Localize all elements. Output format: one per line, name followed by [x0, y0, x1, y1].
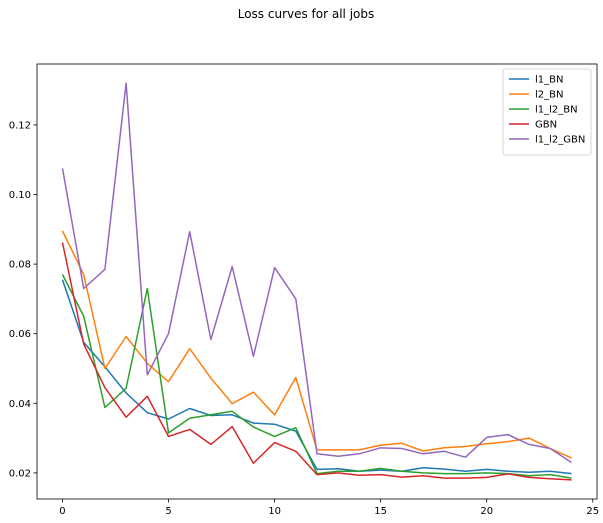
legend-entry-label: l1_BN — [535, 75, 563, 86]
legend-entry-label: l1_l2_BN — [535, 105, 578, 116]
legend-entry-label: l2_BN — [535, 90, 563, 101]
axis-ticks: 0 5 10 15 20 25 0.02 0.04 0.06 0.08 0.10 0.12 — [9, 120, 599, 517]
plot-area-frame — [36, 63, 598, 500]
series-lines — [61, 82, 572, 481]
x-tick-label: 25 — [586, 506, 599, 517]
y-tick-label: 0.02 — [9, 468, 31, 479]
x-tick-label: 0 — [59, 506, 65, 517]
series-line-gbn — [61, 242, 572, 481]
series-line-l1-l2-gbn — [61, 82, 572, 464]
y-tick-label: 0.12 — [9, 120, 31, 131]
x-tick-label: 5 — [165, 506, 171, 517]
y-tick-label: 0.04 — [9, 399, 31, 410]
x-tick-label: 15 — [374, 506, 387, 517]
series-line-l1-bn — [61, 279, 572, 475]
y-tick-label: 0.10 — [9, 190, 31, 201]
x-tick-label: 10 — [268, 506, 281, 517]
legend-box — [502, 68, 592, 156]
chart-title: Loss curves for all jobs — [238, 7, 375, 21]
legend-entry-label: GBN — [535, 120, 557, 131]
legend: l1_BN l2_BN l1_l2_BN GBN l1_l2_GBN — [502, 68, 592, 156]
y-tick-label: 0.08 — [9, 260, 31, 271]
x-tick-label: 20 — [480, 506, 493, 517]
y-tick-label: 0.06 — [9, 329, 31, 340]
legend-entry-label: l1_l2_GBN — [535, 135, 585, 146]
